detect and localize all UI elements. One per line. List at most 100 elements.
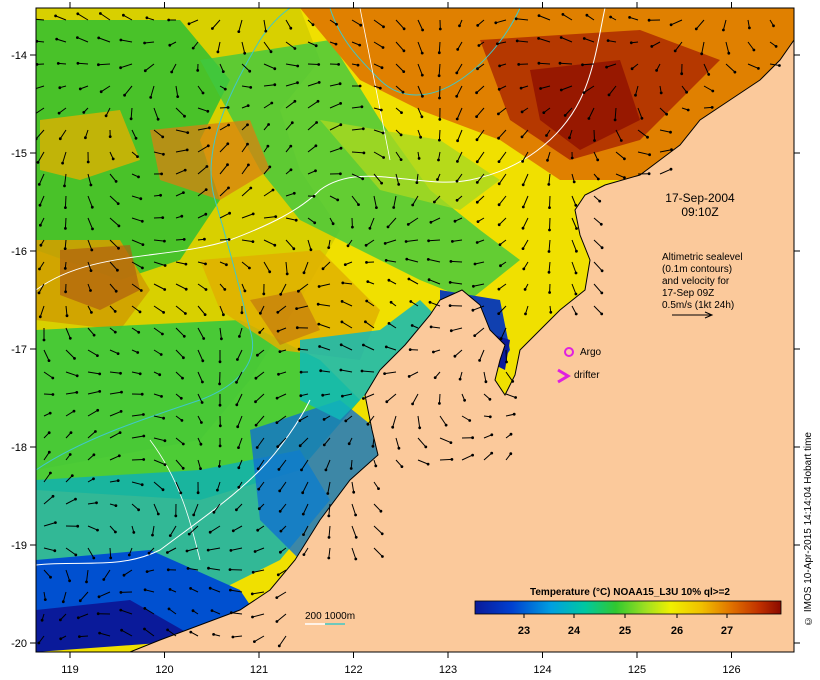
velocity-vector-head (57, 111, 61, 115)
velocity-vector (167, 547, 177, 553)
velocity-vector (79, 591, 89, 602)
velocity-vector-head (206, 144, 210, 148)
velocity-vector (472, 305, 485, 311)
velocity-vector (219, 327, 222, 339)
velocity-vector (366, 300, 375, 307)
velocity-vector (258, 481, 265, 490)
velocity-vector (120, 609, 133, 615)
velocity-vector (87, 431, 96, 439)
velocity-vector-head (407, 277, 411, 281)
velocity-vector (476, 85, 485, 94)
velocity-vector-head (119, 371, 122, 375)
velocity-vector-head (184, 312, 187, 315)
velocity-vector-head (471, 453, 474, 457)
velocity-vector (318, 283, 331, 287)
x-tick-label: 121 (250, 664, 268, 676)
velocity-vector (329, 83, 341, 87)
velocity-vector (109, 239, 119, 249)
velocity-vector-head (354, 535, 358, 539)
velocity-vector-head (116, 352, 120, 355)
velocity-vector (109, 173, 117, 182)
velocity-vector-head (437, 51, 441, 55)
velocity-vector-head (59, 618, 62, 622)
velocity-vector-head (64, 227, 67, 230)
velocity-vector-head (497, 203, 501, 207)
velocity-vector-head (75, 374, 79, 378)
velocity-vector-head (368, 226, 372, 230)
velocity-vector (58, 107, 67, 114)
velocity-vector-head (606, 39, 610, 42)
velocity-vector-head (582, 91, 586, 94)
velocity-vector-head (575, 249, 578, 253)
velocity-vector-head (119, 591, 123, 594)
velocity-vector-head (229, 611, 233, 615)
velocity-vector (615, 151, 625, 160)
velocity-vector-head (561, 13, 565, 16)
velocity-vector (474, 327, 485, 336)
velocity-vector-head (640, 116, 644, 120)
velocity-vector (175, 149, 188, 153)
velocity-vector-head (61, 600, 65, 604)
velocity-vector-head (196, 69, 200, 72)
velocity-vector-head (228, 211, 232, 215)
velocity-vector (340, 344, 353, 351)
velocity-vector (64, 239, 67, 249)
velocity-vector-head (55, 37, 59, 41)
velocity-vector (197, 127, 210, 131)
velocity-vector-head (54, 521, 57, 524)
velocity-vector-head (183, 114, 186, 118)
velocity-vector (153, 305, 164, 313)
velocity-vector-head (547, 250, 551, 253)
velocity-vector-head (659, 91, 663, 95)
drifter-label: drifter (574, 370, 600, 381)
velocity-vector-head (274, 215, 278, 219)
velocity-vector-head (411, 402, 414, 406)
velocity-vector (456, 63, 463, 74)
velocity-vector (505, 349, 507, 363)
velocity-vector-head (180, 419, 184, 422)
velocity-vector (87, 390, 100, 395)
velocity-vector (120, 39, 133, 43)
velocity-vector-head (646, 135, 649, 139)
velocity-vector (593, 129, 595, 141)
velocity-vector-head (168, 534, 172, 537)
velocity-vector (548, 261, 551, 273)
velocity-vector-head (97, 36, 101, 40)
velocity-vector (43, 495, 54, 505)
velocity-vector-head (160, 395, 163, 398)
velocity-vector (476, 129, 485, 140)
legend-line-5: 0.5m/s (1kt 24h) (662, 300, 734, 311)
velocity-vector-head (382, 25, 385, 29)
velocity-vector-head (38, 203, 42, 207)
velocity-vector (351, 525, 357, 538)
depth-legend: 200 1000m (305, 611, 355, 625)
velocity-vector-head (301, 491, 305, 495)
velocity-vector (87, 239, 93, 251)
velocity-vector-head (351, 225, 354, 229)
velocity-vector (363, 393, 375, 399)
velocity-vector (43, 393, 53, 395)
velocity-vector-head (48, 411, 52, 415)
velocity-vector-head (397, 183, 401, 186)
velocity-vector (109, 410, 122, 417)
velocity-vector (238, 19, 243, 32)
velocity-vector-head (386, 225, 390, 229)
colorbar-tick-label: 23 (518, 625, 530, 637)
velocity-vector (769, 63, 780, 66)
velocity-vector-head (317, 63, 321, 66)
velocity-vector (351, 195, 359, 205)
velocity-vector-head (539, 87, 542, 90)
velocity-vector-head (316, 302, 320, 306)
velocity-vector-head (78, 87, 82, 91)
velocity-vector-head (231, 529, 235, 533)
velocity-vector (318, 303, 331, 307)
velocity-vector-head (96, 612, 100, 616)
velocity-vector-head (97, 63, 100, 67)
velocity-vector-head (315, 121, 318, 124)
velocity-vector-head (365, 299, 369, 303)
velocity-vector (351, 151, 364, 154)
velocity-vector-head (453, 219, 457, 223)
velocity-vector (498, 283, 507, 290)
velocity-vector-head (647, 18, 651, 22)
velocity-vector-head (408, 348, 412, 351)
